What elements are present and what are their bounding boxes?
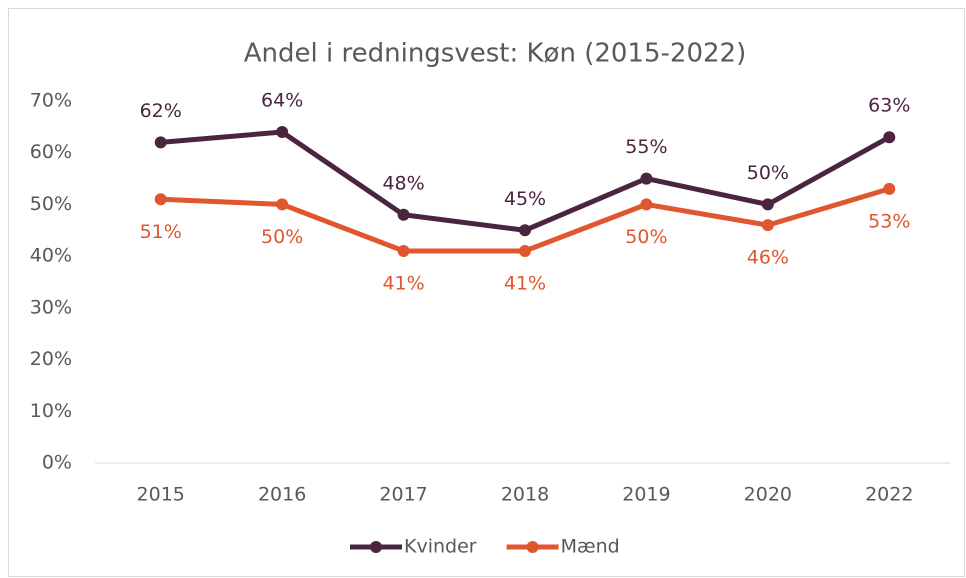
data-label: 48%	[382, 172, 424, 194]
data-label: 64%	[261, 90, 303, 112]
data-label: 62%	[140, 100, 182, 122]
data-label: 41%	[504, 272, 546, 294]
x-tick-label: 2015	[137, 484, 185, 506]
data-label: 53%	[868, 210, 910, 232]
data-label: 46%	[747, 247, 789, 269]
y-tick-label: 30%	[30, 296, 72, 318]
y-tick-label: 0%	[42, 452, 72, 474]
legend-label: Kvinder	[404, 536, 477, 558]
y-tick-label: 60%	[30, 141, 72, 163]
data-label: 63%	[868, 95, 910, 117]
point	[883, 182, 896, 195]
x-tick-label: 2020	[744, 484, 792, 506]
point	[276, 126, 289, 139]
data-label: 50%	[625, 226, 667, 248]
point	[640, 198, 653, 211]
legend-marker	[526, 541, 539, 553]
point	[397, 244, 410, 257]
legend-label: Mænd	[561, 536, 620, 558]
y-tick-label: 50%	[30, 193, 72, 215]
point	[761, 219, 774, 232]
y-tick-label: 70%	[30, 90, 72, 112]
chart-border	[8, 8, 965, 577]
y-tick-label: 40%	[30, 245, 72, 267]
point	[397, 208, 410, 221]
point	[154, 193, 167, 206]
x-tick-label: 2022	[865, 484, 913, 506]
point	[519, 244, 531, 257]
legend-marker	[370, 541, 382, 553]
data-label: 45%	[504, 188, 546, 210]
point	[883, 131, 896, 144]
data-label: 50%	[261, 226, 303, 248]
x-tick-label: 2019	[622, 484, 670, 506]
chart-title: Andel i redningsvest: Køn (2015-2022)	[244, 39, 746, 69]
point	[761, 198, 774, 211]
point	[640, 172, 653, 185]
x-tick-label: 2017	[379, 484, 427, 506]
data-label: 50%	[747, 162, 789, 184]
x-tick-label: 2018	[501, 484, 549, 506]
y-tick-label: 20%	[30, 348, 72, 370]
y-tick-label: 10%	[30, 400, 72, 422]
data-label: 41%	[382, 272, 424, 294]
data-label: 51%	[140, 221, 182, 243]
data-label: 55%	[625, 136, 667, 158]
point	[276, 198, 289, 211]
point	[154, 136, 167, 149]
point	[519, 224, 531, 237]
x-tick-label: 2016	[258, 484, 306, 506]
